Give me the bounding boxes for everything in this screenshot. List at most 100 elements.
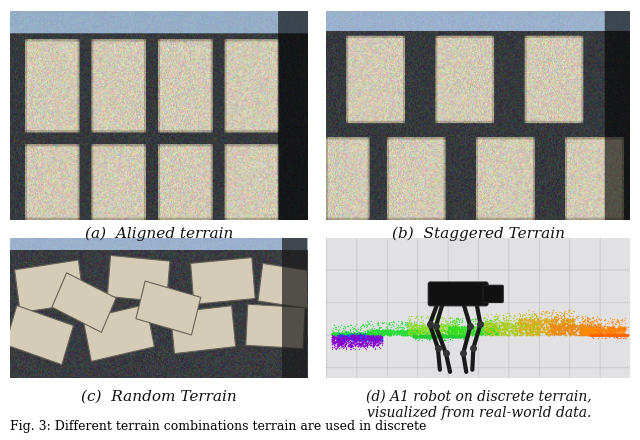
Point: [435, 334, 445, 341]
Point: [428, 332, 438, 339]
Point: [607, 328, 618, 335]
Point: [536, 310, 547, 317]
Point: [346, 330, 356, 337]
Point: [335, 337, 346, 344]
Point: [605, 325, 616, 332]
Point: [581, 326, 591, 333]
Point: [527, 318, 538, 325]
Point: [332, 341, 342, 348]
Point: [446, 326, 456, 334]
Point: [527, 321, 537, 328]
Point: [436, 320, 446, 327]
Point: [348, 335, 358, 342]
Point: [434, 330, 444, 337]
Point: [356, 339, 367, 346]
Point: [403, 330, 413, 337]
Point: [348, 330, 358, 337]
Point: [404, 330, 414, 337]
Point: [358, 341, 369, 348]
Point: [406, 326, 417, 333]
Point: [593, 332, 603, 339]
Point: [566, 325, 577, 332]
Point: [476, 323, 486, 330]
Point: [342, 334, 352, 341]
Point: [430, 336, 440, 343]
Point: [453, 323, 463, 330]
Point: [432, 328, 442, 335]
Point: [537, 316, 547, 323]
Point: [356, 334, 367, 341]
Point: [335, 334, 345, 341]
Point: [525, 327, 535, 334]
Point: [444, 332, 454, 339]
Point: [358, 336, 369, 343]
Point: [616, 332, 626, 339]
Point: [604, 334, 614, 341]
Point: [545, 318, 556, 325]
Point: [480, 319, 490, 326]
Point: [447, 332, 457, 339]
Point: [337, 333, 348, 340]
Point: [594, 331, 604, 338]
Point: [443, 319, 453, 326]
Point: [403, 318, 413, 325]
Point: [455, 330, 465, 337]
Point: [496, 329, 506, 336]
Point: [510, 331, 520, 338]
Point: [356, 325, 366, 332]
Point: [619, 327, 629, 334]
Point: [451, 331, 461, 338]
Point: [618, 334, 628, 341]
Point: [363, 330, 373, 337]
Point: [552, 325, 562, 332]
Point: [345, 341, 355, 348]
Point: [579, 331, 589, 338]
Point: [445, 324, 455, 331]
Point: [349, 336, 360, 343]
Point: [372, 335, 382, 342]
Point: [351, 334, 362, 341]
Point: [563, 317, 573, 324]
Point: [607, 323, 618, 330]
Point: [337, 336, 347, 343]
Point: [374, 338, 384, 345]
Point: [618, 325, 628, 332]
Point: [590, 316, 600, 323]
Point: [534, 324, 544, 331]
Point: [362, 334, 372, 341]
Point: [401, 320, 411, 327]
Point: [448, 327, 458, 334]
Point: [508, 311, 518, 318]
Point: [340, 335, 350, 342]
Point: [582, 322, 592, 329]
Point: [433, 329, 444, 336]
Point: [563, 307, 573, 314]
Point: [456, 326, 467, 333]
Point: [451, 334, 461, 341]
Point: [409, 334, 419, 341]
Point: [367, 331, 377, 338]
Point: [376, 332, 387, 339]
Point: [457, 318, 467, 325]
Point: [530, 311, 540, 318]
Point: [402, 328, 412, 335]
Point: [456, 330, 467, 337]
Point: [415, 314, 426, 321]
Point: [604, 325, 614, 332]
Point: [429, 335, 440, 342]
Point: [591, 331, 601, 338]
Point: [487, 329, 497, 336]
Point: [466, 324, 476, 331]
Point: [413, 322, 424, 329]
Point: [575, 328, 586, 335]
Point: [614, 326, 624, 333]
Point: [366, 337, 376, 345]
Point: [404, 328, 414, 335]
Point: [554, 323, 564, 330]
Point: [348, 330, 358, 337]
Point: [454, 318, 464, 325]
Point: [357, 334, 367, 341]
Point: [586, 329, 596, 336]
Point: [355, 331, 365, 338]
Point: [488, 330, 499, 337]
